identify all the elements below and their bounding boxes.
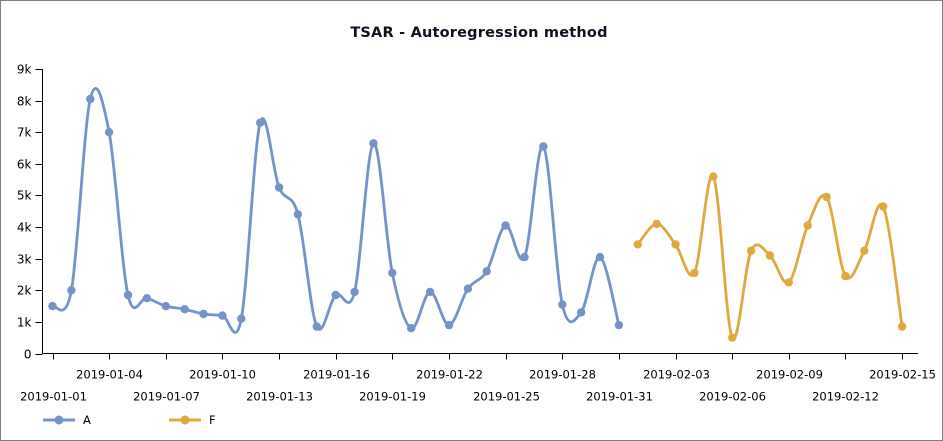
series-f-point[interactable] [671, 240, 680, 249]
legend-item-series-f[interactable]: F [168, 412, 216, 428]
series-a-point[interactable] [425, 287, 435, 297]
series-a-point[interactable] [576, 308, 586, 317]
series-f-point[interactable] [746, 246, 756, 255]
series-a-point[interactable] [104, 128, 114, 137]
series-a-point[interactable] [369, 139, 378, 148]
x-tick-label: 2019-01-19 [359, 390, 426, 404]
series-a-point[interactable] [614, 320, 624, 330]
x-tick-label: 2019-01-01 [20, 390, 87, 404]
legend-label-f: F [209, 413, 216, 427]
x-tick-label: 2019-02-09 [756, 368, 823, 382]
series-a-point[interactable] [501, 221, 510, 230]
legend-item-series-a[interactable]: A [42, 412, 91, 428]
series-f-point[interactable] [633, 240, 642, 249]
x-tick-label: 2019-01-22 [416, 368, 483, 382]
series-a-point[interactable] [274, 183, 284, 192]
x-tick-label: 2019-02-15 [869, 368, 936, 382]
series-a-point[interactable] [86, 94, 95, 104]
series-a-point[interactable] [482, 267, 491, 276]
chart-title: TSAR - Autoregression method [350, 25, 608, 41]
y-tick-label: 2k [17, 284, 32, 298]
series-f-point[interactable] [897, 322, 907, 331]
x-tick-label: 2019-01-10 [189, 368, 256, 382]
y-tick-label: 0 [24, 348, 32, 362]
y-tick-label: 9k [17, 63, 32, 77]
series-a-point[interactable] [558, 300, 567, 309]
axes [35, 69, 918, 360]
series-a-point[interactable] [463, 284, 473, 293]
x-tick-label: 2019-01-07 [133, 390, 200, 404]
legend: A F [1, 412, 942, 432]
series-f-point[interactable] [803, 221, 812, 230]
series-a-point[interactable] [293, 210, 303, 219]
series-a-point[interactable] [161, 301, 170, 311]
x-tick-label: 2019-01-04 [76, 368, 143, 382]
series-a-point[interactable] [199, 309, 208, 319]
x-tick-label: 2019-02-03 [643, 368, 710, 382]
x-tick-label: 2019-01-28 [529, 368, 596, 382]
x-tick-label: 2019-01-31 [586, 390, 653, 404]
series-f-point[interactable] [765, 251, 775, 260]
legend-label-a: A [83, 413, 91, 427]
series-a-point[interactable] [331, 290, 340, 300]
series-a-point[interactable] [595, 252, 605, 262]
x-tick-label: 2019-02-12 [812, 390, 879, 404]
series-a-point[interactable] [142, 294, 152, 303]
series-f-point[interactable] [860, 246, 869, 255]
series-a-line [51, 87, 621, 334]
x-tick-label: 2019-01-25 [473, 390, 540, 404]
y-tick-label: 3k [17, 253, 32, 267]
series-a-point[interactable] [388, 268, 397, 278]
series-f-point[interactable] [822, 192, 831, 202]
series-a-point[interactable] [256, 118, 265, 127]
series-f-point[interactable] [784, 278, 793, 287]
series-f-point[interactable] [841, 271, 850, 281]
y-tick-label: 6k [17, 158, 32, 172]
series-f-point[interactable] [709, 172, 718, 181]
series-f-point[interactable] [728, 333, 737, 342]
y-tick-label: 1k [17, 316, 32, 330]
series-a-marker-icon [43, 415, 75, 425]
y-tick-label: 4k [17, 221, 32, 235]
series-a-point[interactable] [218, 311, 227, 320]
series-a-point[interactable] [444, 320, 454, 330]
series-a-point[interactable] [407, 324, 416, 333]
series-a-point[interactable] [312, 322, 321, 331]
x-tick-label: 2019-01-13 [246, 390, 313, 404]
series-a-point[interactable] [123, 290, 133, 300]
series-a-point[interactable] [520, 252, 529, 262]
series-f-point[interactable] [879, 202, 888, 211]
y-tick-label: 7k [17, 126, 32, 140]
series-a-point[interactable] [67, 286, 76, 295]
y-tick-label: 5k [17, 189, 32, 203]
series-a-point[interactable] [350, 287, 359, 297]
series-a-point[interactable] [237, 314, 246, 323]
series-f-marker-icon [169, 415, 201, 425]
x-tick-label: 2019-01-16 [303, 368, 370, 382]
x-tick-label: 2019-02-06 [699, 390, 766, 404]
series-f-point[interactable] [652, 219, 661, 229]
series-f-point[interactable] [690, 268, 699, 278]
series-a-point[interactable] [180, 305, 189, 314]
series-a-point[interactable] [539, 142, 548, 151]
series-a-point[interactable] [48, 301, 57, 311]
y-tick-label: 8k [17, 95, 32, 109]
